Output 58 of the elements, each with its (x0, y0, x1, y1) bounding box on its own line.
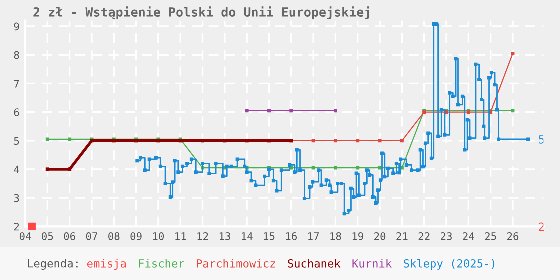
x-tick-label: 13 (220, 232, 230, 240)
y-tick-label: 9 (14, 22, 20, 31)
text: Kurnik (352, 259, 392, 268)
x-tick-label: 26 (507, 232, 519, 240)
x-tick-label: 06 (64, 232, 76, 240)
y-tick-label: 5 (14, 137, 20, 146)
point (68, 138, 72, 142)
x-tick-label: 25 (485, 232, 496, 240)
y-tick-label: 8 (14, 51, 20, 60)
x-tick-label: 16 (286, 232, 297, 240)
y-tick-label: 6 (14, 108, 20, 116)
point (46, 138, 50, 142)
x-tick-label: 22 (418, 232, 430, 240)
y-tick-label: 7 (14, 80, 20, 88)
point (356, 166, 360, 170)
x-tick-label: 23 (441, 232, 452, 240)
x-tick-label: 21 (396, 232, 408, 240)
y2-tick-label: 2 (539, 222, 544, 231)
text: Parchimowicz (197, 259, 276, 268)
point (511, 109, 515, 113)
point (268, 109, 271, 113)
x-tick-label: 15 (264, 232, 275, 240)
x-tick-label: 07 (86, 232, 98, 240)
point (334, 166, 338, 170)
y-tick-label: 4 (14, 166, 20, 174)
y-tick-label: 3 (14, 194, 20, 202)
x-tick-label: 14 (242, 232, 253, 240)
point (511, 52, 515, 56)
point (378, 139, 382, 143)
y2-tick-label: 5 (539, 136, 544, 144)
point (28, 222, 36, 231)
x-tick-label: 17 (308, 232, 320, 240)
text: Fischer (139, 259, 184, 268)
x-tick-label: 19 (352, 232, 364, 240)
legend-title: Legenda: (28, 259, 78, 270)
point (334, 109, 338, 113)
x-tick-label: 11 (176, 232, 186, 240)
point (334, 139, 338, 143)
point (400, 139, 404, 143)
point (312, 139, 316, 143)
x-tick-label: 04 (20, 232, 32, 240)
point (312, 166, 316, 170)
chart-title: 2 zł - Wstąpienie Polski do Unii Europejskiej (34, 6, 370, 20)
x-tick-label: 24 (463, 232, 474, 240)
point (290, 109, 294, 113)
text: emisja (87, 259, 126, 270)
point (356, 139, 360, 143)
x-tick-label: 20 (374, 232, 386, 240)
x-tick-label: 18 (330, 232, 342, 240)
x-tick-label: 10 (153, 232, 164, 240)
text: Sklepy (2025-) (404, 259, 495, 270)
x-tick-label: 09 (130, 232, 142, 240)
x-tick-label: 08 (108, 232, 120, 240)
y-tick-label: 2 (14, 222, 20, 231)
x-tick-label: 12 (198, 232, 208, 240)
text: Suchanek (288, 259, 341, 268)
point (245, 109, 249, 113)
x-tick-label: 05 (42, 232, 54, 240)
